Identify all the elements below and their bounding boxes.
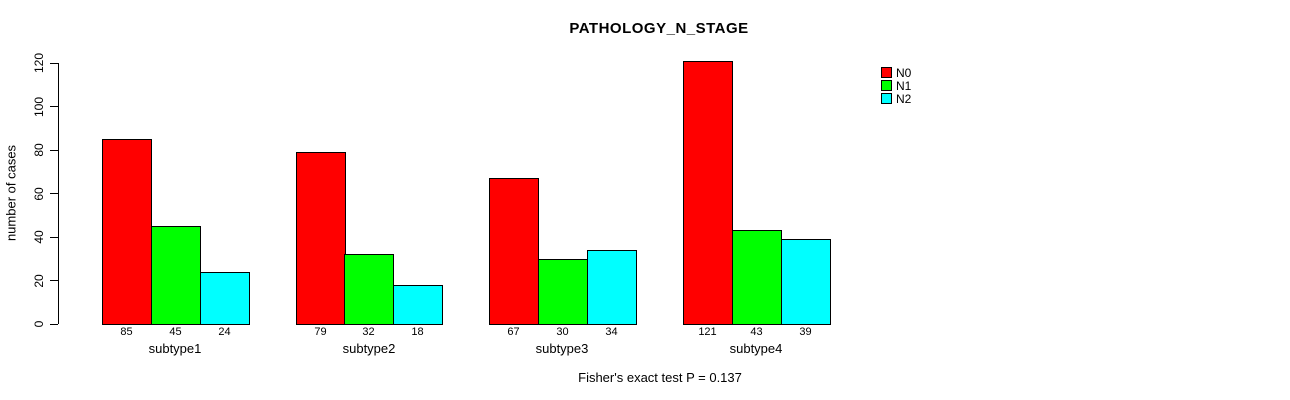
y-tick-mark [50, 193, 58, 194]
bar-value-N2-subtype2: 18 [411, 326, 424, 338]
y-tick-mark [50, 149, 58, 151]
y-tick-label: 40 [32, 230, 46, 244]
bar-value-N0-subtype4: 121 [698, 326, 717, 338]
bar-value-N2-subtype4: 39 [799, 326, 812, 338]
bar-value-N2-subtype1: 24 [218, 326, 231, 338]
bar-N1-subtype1 [151, 226, 201, 325]
y-tick-label: 60 [32, 186, 46, 201]
bar-value-N1-subtype4: 43 [750, 326, 763, 338]
bar-N2-subtype1 [200, 272, 250, 325]
y-tick-mark [50, 62, 58, 64]
bar-value-N1-subtype3: 30 [556, 326, 569, 338]
bar-value-N0-subtype1: 85 [120, 326, 133, 338]
bar-N1-subtype3 [538, 259, 588, 325]
y-tick-label: 20 [32, 273, 46, 288]
legend-label-N1: N1 [896, 79, 912, 93]
bar-value-N0-subtype3: 67 [507, 326, 520, 338]
y-tick-label: 100 [32, 96, 46, 117]
bar-value-N1-subtype2: 32 [362, 326, 375, 338]
chart-title: PATHOLOGY_N_STAGE [569, 20, 749, 37]
bar-N1-subtype4 [732, 230, 782, 325]
y-tick-mark [50, 280, 58, 281]
bar-value-N2-subtype3: 34 [605, 326, 618, 338]
category-label-subtype1: subtype1 [148, 341, 202, 356]
bar-N0-subtype1 [102, 139, 152, 325]
category-label-subtype4: subtype4 [729, 341, 783, 356]
category-label-subtype3: subtype3 [535, 341, 589, 356]
bar-N2-subtype2 [393, 285, 443, 325]
bar-N2-subtype3 [587, 250, 637, 325]
y-tick-label: 80 [32, 143, 46, 157]
legend-label-N2: N2 [896, 92, 912, 106]
y-tick-label: 0 [32, 320, 46, 328]
legend-swatch-N1 [881, 80, 892, 91]
y-tick-mark [50, 323, 58, 325]
bar-N0-subtype3 [489, 178, 539, 325]
fisher-test-annotation: Fisher's exact test P = 0.137 [578, 370, 742, 385]
y-tick-mark [50, 236, 58, 238]
y-axis-label: number of cases [3, 144, 19, 242]
legend-swatch-N0 [881, 67, 892, 78]
category-label-subtype2: subtype2 [342, 341, 396, 356]
legend-label-N0: N0 [896, 66, 912, 80]
bar-value-N1-subtype1: 45 [169, 326, 182, 338]
y-tick-label: 120 [32, 52, 46, 74]
bar-N0-subtype2 [296, 152, 346, 325]
y-tick-mark [50, 106, 58, 107]
y-axis-line [58, 63, 59, 324]
bar-N1-subtype2 [344, 254, 394, 325]
bar-N2-subtype4 [781, 239, 831, 325]
bar-N0-subtype4 [683, 61, 733, 325]
legend-swatch-N2 [881, 93, 892, 104]
bar-value-N0-subtype2: 79 [314, 326, 327, 338]
